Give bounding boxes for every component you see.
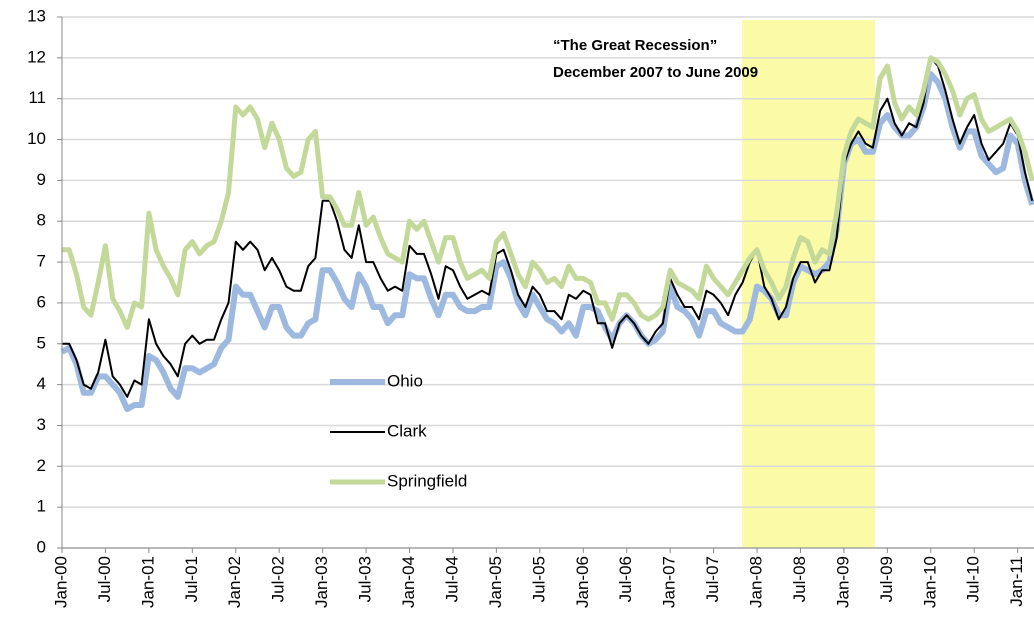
y-tick-label: 1 xyxy=(37,497,46,516)
x-tick-label: Jan-09 xyxy=(833,556,852,608)
x-tick-label: Jan-05 xyxy=(486,556,505,608)
y-tick-label: 9 xyxy=(37,170,46,189)
x-tick-label: Jan-11 xyxy=(1007,556,1026,607)
x-tick-label: Jul-08 xyxy=(790,556,809,602)
y-tick-label: 7 xyxy=(37,252,46,271)
x-tick-label: Jan-01 xyxy=(138,556,157,608)
x-tick-label: Jan-03 xyxy=(312,556,331,608)
y-tick-label: 12 xyxy=(27,47,46,66)
x-tick-label: Jul-05 xyxy=(529,556,548,602)
legend-label: Ohio xyxy=(387,371,423,390)
x-tick-label: Jul-02 xyxy=(269,556,288,602)
y-tick-label: 11 xyxy=(28,88,46,107)
annotation: “The Great Recession” xyxy=(553,37,717,54)
x-tick-label: Jan-02 xyxy=(225,556,244,608)
x-tick-label: Jul-03 xyxy=(356,556,375,602)
x-tick-label: Jul-09 xyxy=(877,556,896,602)
y-tick-label: 10 xyxy=(27,129,46,148)
x-tick-label: Jul-10 xyxy=(964,556,983,602)
lines xyxy=(60,55,1034,413)
y-tick-label: 5 xyxy=(37,333,46,352)
x-tick-label: Jul-01 xyxy=(182,556,201,602)
y-tick-label: 4 xyxy=(37,374,46,393)
x-tick-label: Jan-08 xyxy=(747,556,766,608)
x-tick-label: Jan-10 xyxy=(920,556,939,608)
legend-label: Clark xyxy=(387,421,427,440)
annotation: December 2007 to June 2009 xyxy=(553,64,758,81)
x-tick-label: Jul-06 xyxy=(616,556,635,602)
y-tick-label: 6 xyxy=(37,292,46,311)
x-tick-label: Jul-07 xyxy=(703,556,722,602)
x-tick-label: Jan-04 xyxy=(399,556,418,608)
y-tick-label: 3 xyxy=(37,415,46,434)
series-line xyxy=(60,71,1034,413)
x-tick-label: Jan-07 xyxy=(660,556,679,608)
x-tick-label: Jul-04 xyxy=(442,556,461,602)
grid xyxy=(62,16,1034,549)
x-tick-label: Jan-00 xyxy=(51,556,70,608)
y-tick-label: 8 xyxy=(37,211,46,230)
series-line xyxy=(62,55,1034,330)
x-tick-label: Jul-00 xyxy=(95,556,114,602)
series-line xyxy=(62,56,1034,398)
y-tick-label: 2 xyxy=(37,456,46,475)
y-tick-label: 0 xyxy=(37,537,46,556)
legend-label: Springfield xyxy=(387,471,467,490)
y-tick-label: 13 xyxy=(27,6,46,25)
x-tick-label: Jan-06 xyxy=(573,556,592,608)
